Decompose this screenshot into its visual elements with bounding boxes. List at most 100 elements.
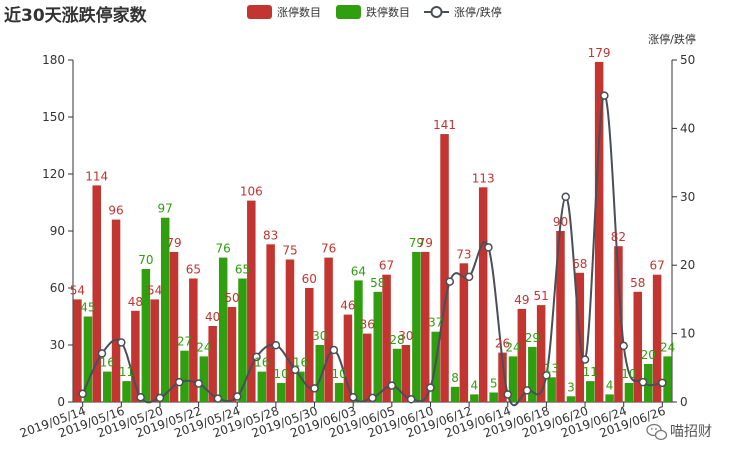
ratio-point[interactable] bbox=[638, 377, 648, 387]
bar-limit-up[interactable] bbox=[343, 314, 353, 402]
bar-limit-up[interactable] bbox=[556, 231, 565, 402]
bar-limit-up[interactable] bbox=[208, 326, 217, 402]
bar-limit-up[interactable] bbox=[459, 263, 469, 402]
bar-limit-up[interactable] bbox=[111, 219, 121, 402]
ratio-point[interactable] bbox=[484, 243, 493, 252]
bar-limit-up[interactable] bbox=[517, 308, 527, 402]
ratio-point[interactable] bbox=[136, 392, 145, 402]
ratio-point[interactable] bbox=[580, 355, 590, 364]
bar-limit-down[interactable] bbox=[257, 371, 267, 402]
bar-limit-down[interactable] bbox=[102, 371, 112, 402]
bar-limit-up[interactable] bbox=[305, 288, 314, 402]
bar-limit-down[interactable] bbox=[276, 383, 286, 402]
ratio-point[interactable] bbox=[348, 392, 358, 402]
ratio-point[interactable] bbox=[97, 349, 107, 358]
legend-item-limit-up[interactable]: 涨停数目 bbox=[247, 5, 321, 19]
bar-limit-up[interactable] bbox=[73, 299, 82, 402]
ratio-point[interactable] bbox=[387, 381, 397, 390]
bar-limit-down[interactable] bbox=[373, 291, 383, 402]
ratio-point[interactable] bbox=[503, 390, 513, 399]
bar-limit-up[interactable] bbox=[189, 278, 198, 403]
bar-limit-down[interactable] bbox=[508, 356, 518, 402]
bar-limit-up[interactable] bbox=[401, 345, 411, 402]
bar-limit-down[interactable] bbox=[624, 383, 634, 402]
bar-limit-down[interactable] bbox=[334, 383, 344, 402]
ratio-point[interactable] bbox=[271, 340, 281, 350]
ratio-point[interactable] bbox=[329, 345, 339, 355]
bar-limit-up[interactable] bbox=[266, 244, 275, 402]
bar-limit-up[interactable] bbox=[247, 200, 256, 402]
ratio-point[interactable] bbox=[213, 394, 223, 403]
bar-limit-down[interactable] bbox=[528, 346, 537, 402]
bar-limit-down[interactable] bbox=[199, 356, 209, 402]
bar-limit-down[interactable] bbox=[605, 394, 614, 402]
bar-limit-up[interactable] bbox=[92, 185, 101, 402]
bar-limit-down[interactable] bbox=[663, 356, 672, 402]
ratio-point[interactable] bbox=[561, 192, 570, 202]
legend-item-ratio[interactable]: 涨停/跌停 bbox=[424, 5, 502, 19]
ratio-point[interactable] bbox=[290, 365, 300, 375]
ratio-point[interactable] bbox=[232, 392, 242, 401]
bar-limit-down[interactable] bbox=[141, 269, 151, 402]
bar-limit-up[interactable] bbox=[498, 352, 507, 402]
bar-limit-up[interactable] bbox=[363, 333, 372, 402]
bar-limit-up[interactable] bbox=[169, 251, 179, 402]
ratio-point[interactable] bbox=[252, 352, 261, 362]
ratio-point[interactable] bbox=[117, 338, 126, 347]
ratio-point[interactable] bbox=[310, 384, 319, 393]
ratio-point[interactable] bbox=[542, 371, 551, 380]
ratio-point[interactable] bbox=[464, 272, 474, 282]
data-label-limit-up: 68 bbox=[572, 257, 587, 271]
ratio-point[interactable] bbox=[194, 379, 203, 388]
bar-limit-down[interactable] bbox=[160, 217, 170, 402]
ratio-point[interactable] bbox=[368, 393, 377, 403]
wechat-icon bbox=[646, 423, 668, 441]
bar-limit-down[interactable] bbox=[218, 257, 228, 402]
ratio-point[interactable] bbox=[619, 341, 628, 351]
ratio-point[interactable] bbox=[175, 377, 184, 387]
ratio-point[interactable] bbox=[78, 389, 87, 399]
bar-limit-down[interactable] bbox=[354, 280, 363, 402]
bar-limit-down[interactable] bbox=[392, 348, 402, 402]
bar-limit-up[interactable] bbox=[324, 257, 333, 402]
bar-limit-up[interactable] bbox=[536, 305, 546, 402]
bar-limit-up[interactable] bbox=[382, 274, 391, 402]
bar-limit-down[interactable] bbox=[412, 251, 421, 402]
ratio-point[interactable] bbox=[155, 393, 165, 403]
bar-limit-down[interactable] bbox=[450, 386, 460, 402]
bar-limit-up[interactable] bbox=[652, 274, 662, 402]
ratio-point[interactable] bbox=[600, 91, 609, 100]
ratio-point[interactable] bbox=[658, 378, 667, 388]
ratio-point[interactable] bbox=[406, 395, 416, 404]
ratio-point[interactable] bbox=[426, 383, 435, 392]
data-label-limit-up: 60 bbox=[302, 272, 317, 286]
bar-limit-up[interactable] bbox=[150, 299, 159, 402]
bar-limit-up[interactable] bbox=[285, 259, 295, 403]
bar-limit-down[interactable] bbox=[122, 381, 131, 402]
bar-limit-up[interactable] bbox=[440, 134, 449, 402]
bar-limit-up[interactable] bbox=[227, 307, 237, 402]
bar-limit-down[interactable] bbox=[296, 371, 305, 402]
bar-limit-down[interactable] bbox=[644, 364, 653, 402]
bar-limit-up[interactable] bbox=[478, 187, 488, 402]
bar-limit-down[interactable] bbox=[489, 392, 498, 403]
watermark: 喵招财 bbox=[646, 423, 712, 441]
ratio-point[interactable] bbox=[522, 386, 532, 395]
bar-limit-up[interactable] bbox=[131, 310, 140, 402]
bar-limit-down[interactable] bbox=[566, 396, 576, 402]
bar-limit-down[interactable] bbox=[180, 350, 189, 402]
bars bbox=[73, 61, 672, 403]
ratio-line[interactable] bbox=[81, 94, 663, 407]
legend-item-limit-down[interactable]: 跌停数目 bbox=[336, 5, 410, 19]
bar-limit-down[interactable] bbox=[83, 316, 93, 403]
bar-limit-down[interactable] bbox=[586, 381, 595, 402]
bar-limit-up[interactable] bbox=[420, 251, 430, 402]
bar-limit-up[interactable] bbox=[594, 61, 604, 403]
bar-limit-up[interactable] bbox=[633, 291, 643, 402]
bar-limit-up[interactable] bbox=[614, 246, 623, 402]
bar-limit-down[interactable] bbox=[470, 394, 479, 402]
bar-limit-down[interactable] bbox=[238, 278, 247, 403]
ratio-point[interactable] bbox=[445, 277, 455, 286]
bar-limit-down[interactable] bbox=[315, 345, 325, 402]
bar-limit-down[interactable] bbox=[547, 377, 556, 402]
